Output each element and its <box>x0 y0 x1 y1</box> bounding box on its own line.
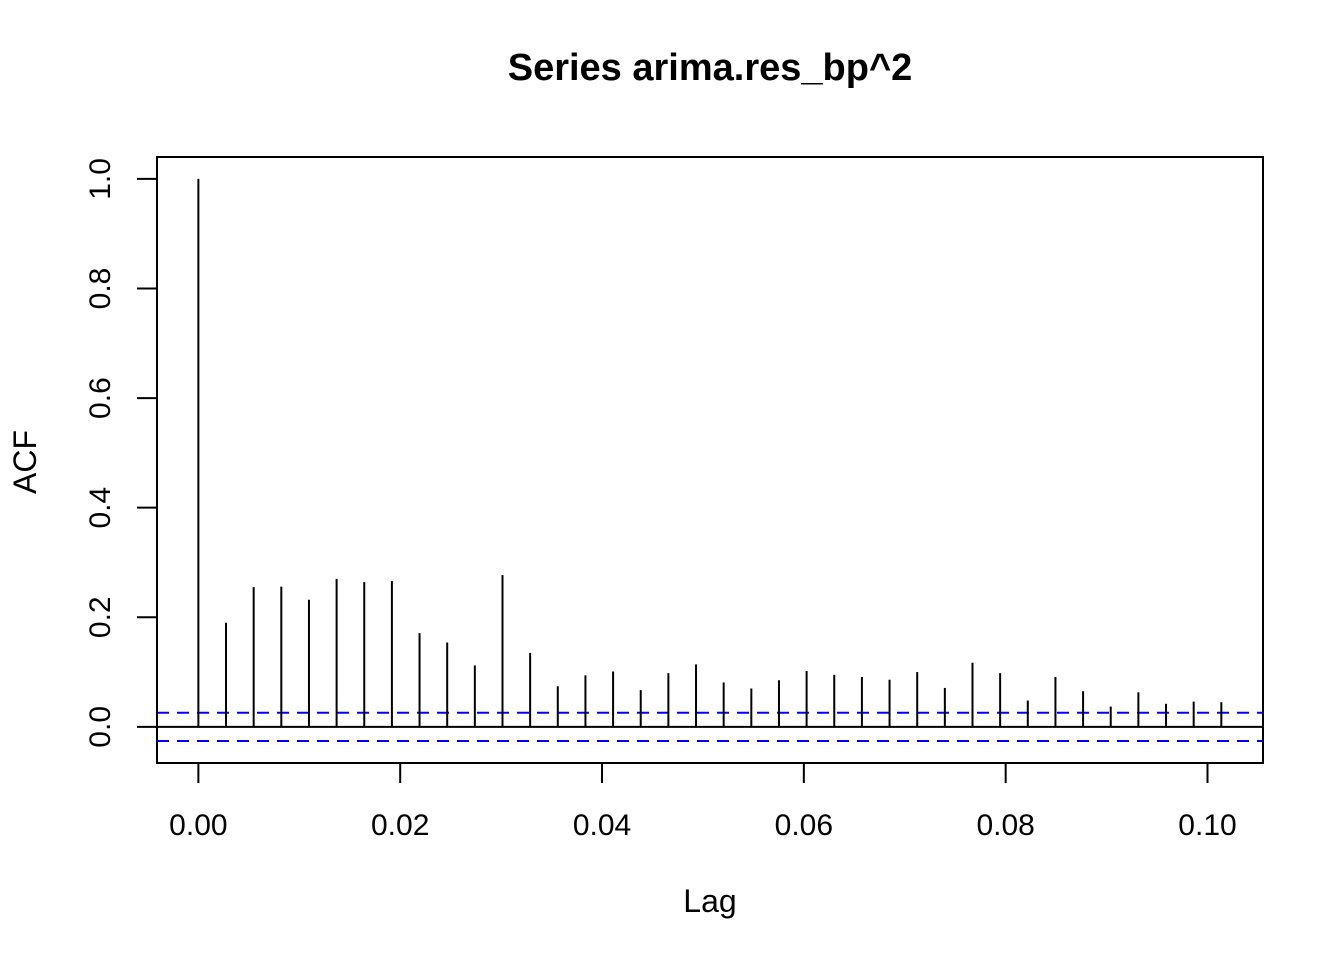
y-tick-label: 0.0 <box>84 706 117 748</box>
y-tick-label: 0.4 <box>84 487 117 529</box>
x-tick-label: 0.02 <box>371 809 429 842</box>
x-tick-label: 0.04 <box>573 809 631 842</box>
plot-frame <box>156 156 1264 764</box>
y-tick-label: 0.8 <box>84 268 117 310</box>
plot-marks <box>157 178 1263 742</box>
x-axis: 0.00 0.02 0.04 0.06 0.08 0.10 <box>169 762 1237 842</box>
chart-title: Series arima.res_bp^2 <box>508 47 913 89</box>
x-axis-label: Lag <box>683 883 736 919</box>
y-axis: 0.0 0.2 0.4 0.6 0.8 1.0 <box>84 158 158 748</box>
x-tick-label: 0.00 <box>169 809 227 842</box>
x-tick-label: 0.06 <box>775 809 833 842</box>
y-tick-label: 1.0 <box>84 158 117 200</box>
x-tick-label: 0.10 <box>1178 809 1236 842</box>
y-axis-label: ACF <box>7 430 43 494</box>
y-tick-label: 0.2 <box>84 596 117 638</box>
y-tick-label: 0.6 <box>84 377 117 419</box>
x-tick-label: 0.08 <box>976 809 1034 842</box>
